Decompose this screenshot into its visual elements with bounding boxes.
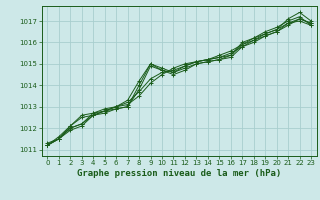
X-axis label: Graphe pression niveau de la mer (hPa): Graphe pression niveau de la mer (hPa) — [77, 169, 281, 178]
